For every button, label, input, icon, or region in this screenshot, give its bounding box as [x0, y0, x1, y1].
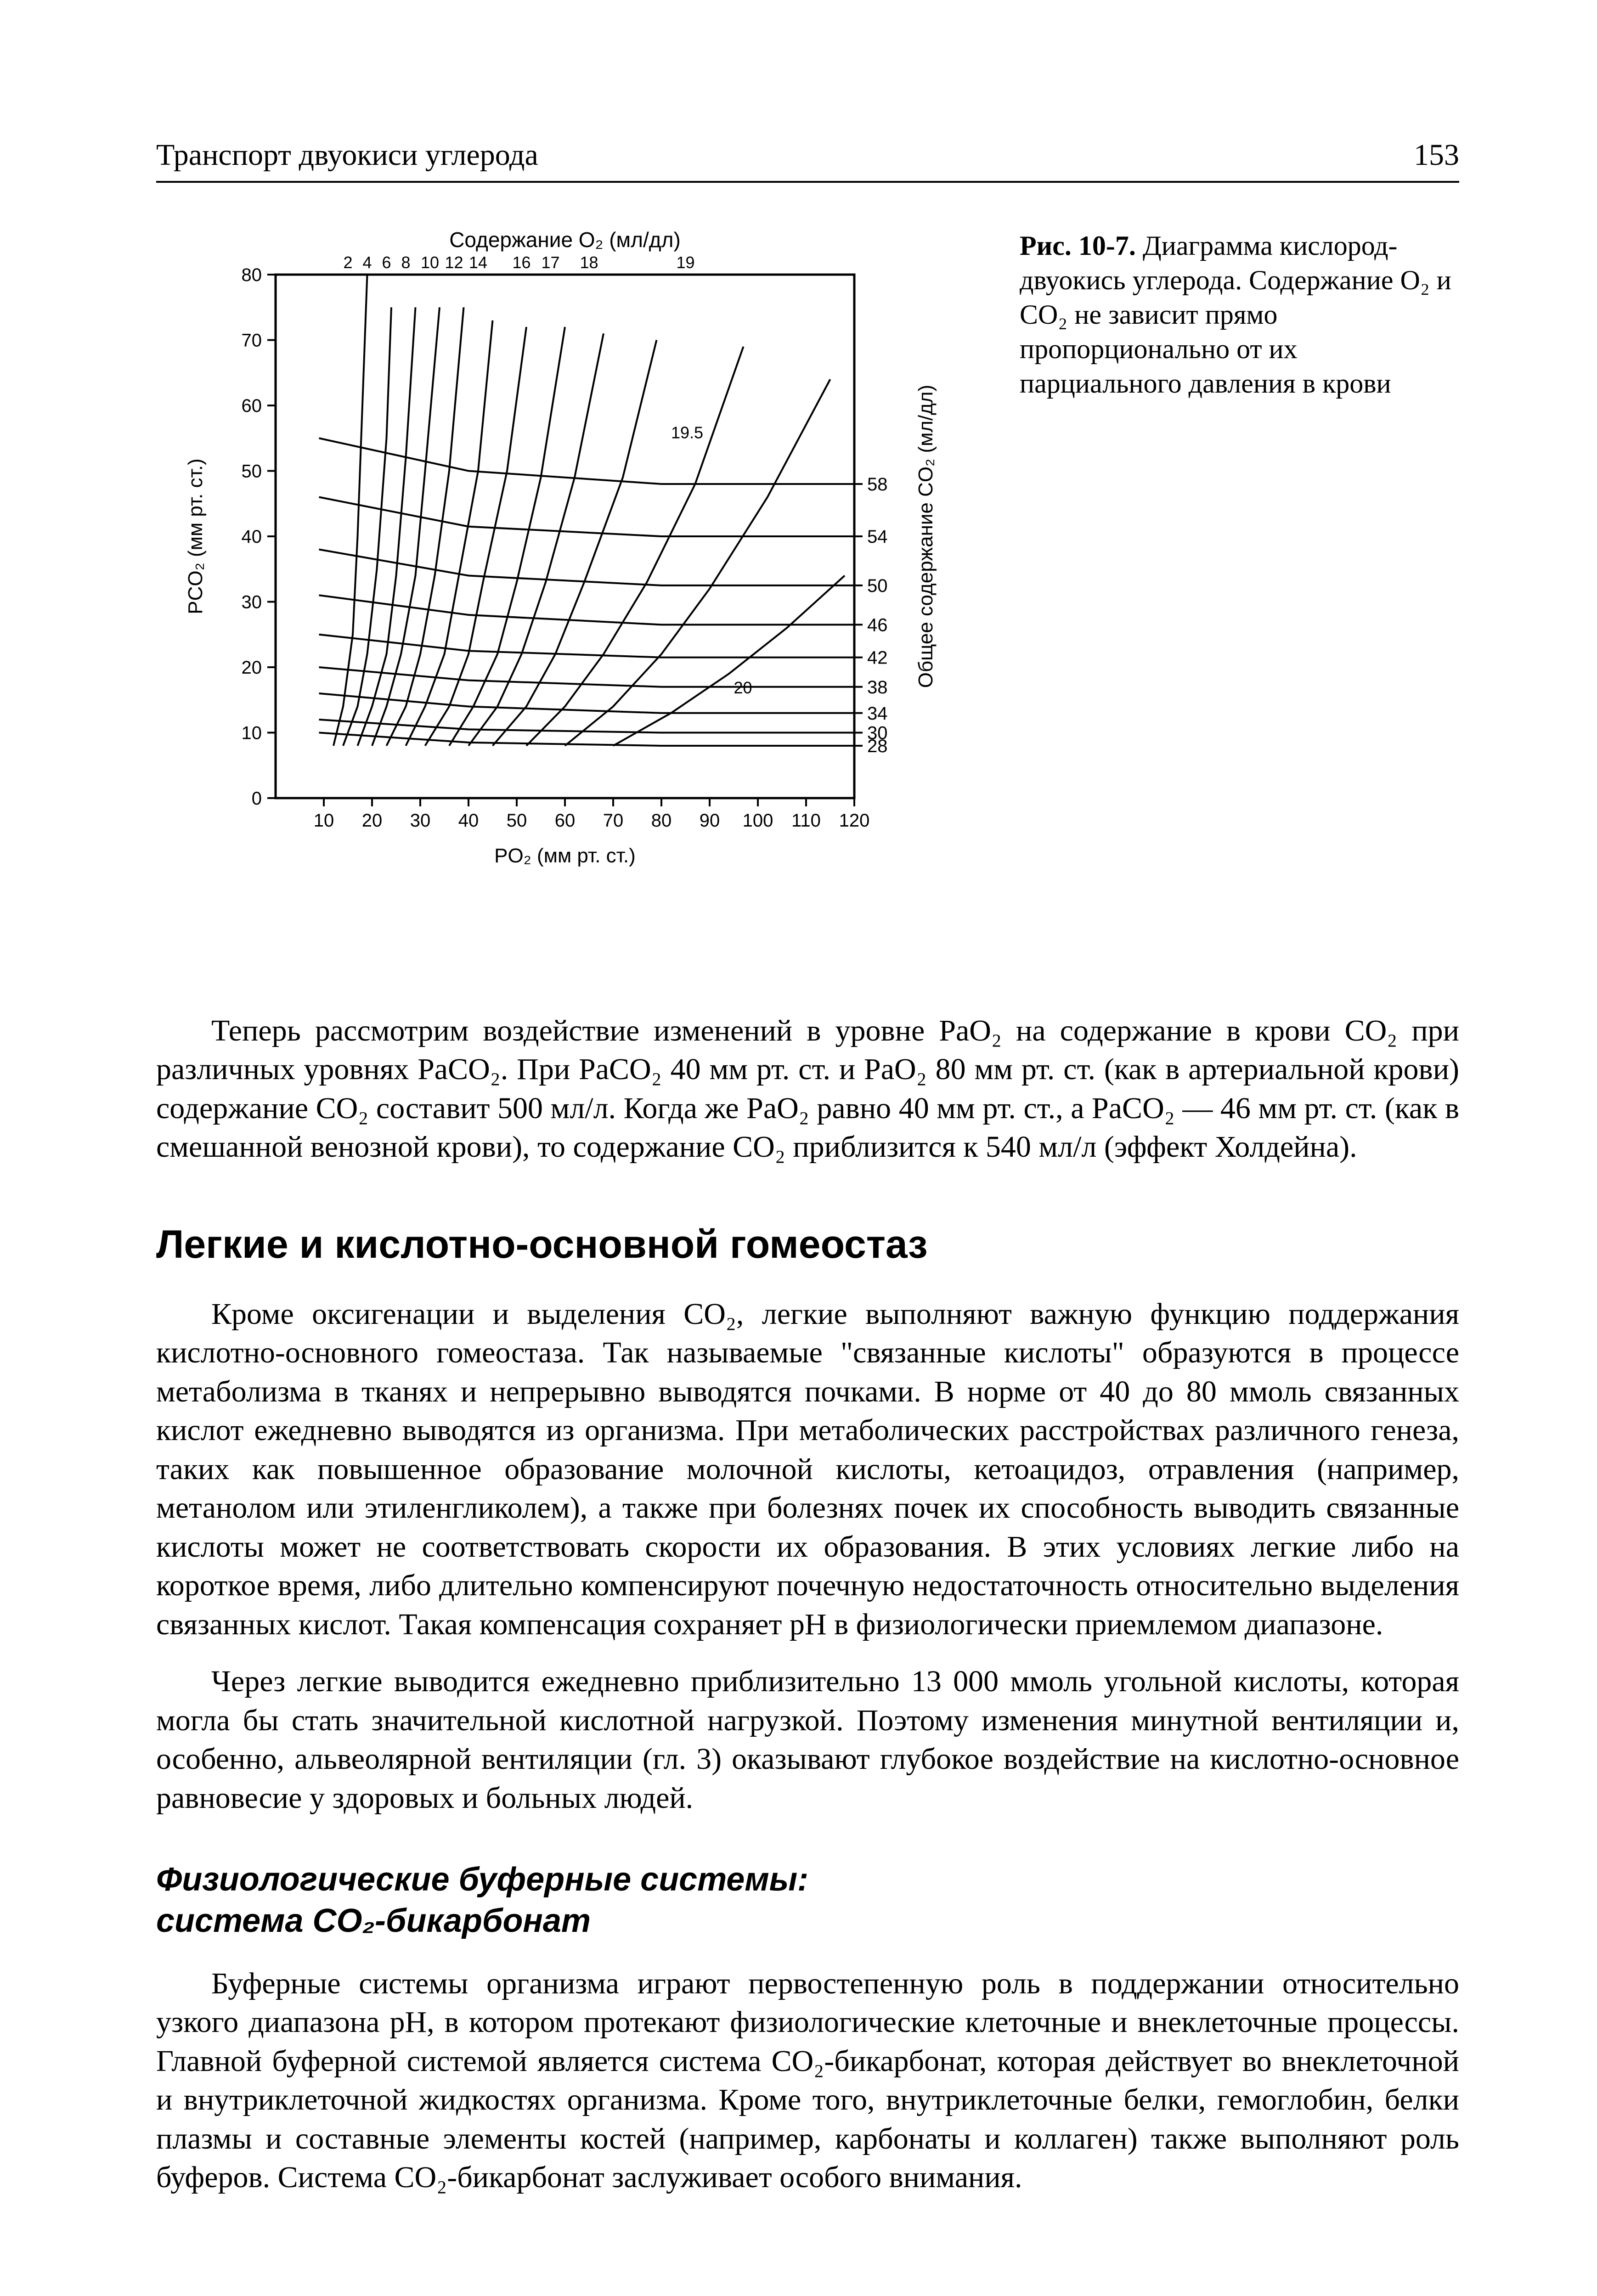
svg-text:PCO₂ (мм рт. ст.): PCO₂ (мм рт. ст.)	[184, 458, 207, 614]
svg-text:10: 10	[242, 723, 262, 743]
svg-text:50: 50	[242, 461, 262, 482]
figure-10-7: Содержание O₂ (мл/дл) 0 10 20 30 40 50 60 70 80 10…	[156, 219, 1459, 957]
svg-text:40: 40	[458, 810, 479, 831]
page-number: 153	[1414, 138, 1459, 173]
svg-text:19: 19	[676, 253, 694, 272]
header-left: Транспорт двуокиси углерода	[156, 138, 538, 173]
svg-text:PO₂ (мм рт. ст.): PO₂ (мм рт. ст.)	[494, 844, 636, 867]
svg-text:60: 60	[242, 396, 262, 416]
page: Транспорт двуокиси углерода 153 Содержан…	[0, 0, 1597, 2296]
paragraph-4: Буферные системы организма играют первос…	[156, 1964, 1459, 2197]
svg-text:0: 0	[252, 788, 262, 809]
svg-text:90: 90	[700, 810, 720, 831]
svg-text:100: 100	[743, 810, 773, 831]
svg-text:60: 60	[555, 810, 576, 831]
svg-text:14: 14	[469, 253, 487, 272]
svg-text:10: 10	[314, 810, 334, 831]
svg-text:18: 18	[580, 253, 598, 272]
svg-text:58: 58	[867, 474, 888, 495]
svg-text:16: 16	[512, 253, 530, 272]
svg-text:8: 8	[401, 253, 410, 272]
svg-text:42: 42	[867, 648, 888, 668]
section-heading: Легкие и кислотно-основной гомеостаз	[156, 1222, 1459, 1267]
svg-text:46: 46	[867, 615, 888, 635]
svg-text:20: 20	[734, 678, 752, 697]
svg-text:20: 20	[242, 658, 262, 678]
svg-text:34: 34	[867, 703, 888, 724]
figure-caption: Рис. 10-7. Диаграмма кислород-двуокись у…	[1020, 219, 1459, 957]
svg-text:30: 30	[410, 810, 431, 831]
svg-text:70: 70	[603, 810, 624, 831]
svg-text:38: 38	[867, 677, 888, 698]
svg-text:54: 54	[867, 527, 888, 547]
svg-text:12: 12	[445, 253, 463, 272]
svg-text:17: 17	[541, 253, 559, 272]
o2-co2-chart: Содержание O₂ (мл/дл) 0 10 20 30 40 50 60 70 80 10…	[156, 219, 992, 957]
svg-text:80: 80	[651, 810, 672, 831]
subsection-heading: Физиологические буферные системы:система…	[156, 1859, 1459, 1941]
paragraph-1: Теперь рассмотрим воздействие изменений …	[156, 1012, 1459, 1167]
svg-text:80: 80	[242, 265, 262, 285]
svg-text:50: 50	[507, 810, 527, 831]
running-header: Транспорт двуокиси углерода 153	[156, 138, 1459, 183]
paragraph-2: Кроме оксигенации и выделения CO₂, легки…	[156, 1295, 1459, 1644]
svg-text:40: 40	[242, 527, 262, 547]
svg-text:4: 4	[362, 253, 372, 272]
svg-text:30: 30	[867, 723, 888, 743]
body-text: Теперь рассмотрим воздействие изменений …	[156, 1012, 1459, 2197]
svg-text:20: 20	[362, 810, 383, 831]
svg-text:30: 30	[242, 592, 262, 613]
svg-text:Общее содержание CO₂ (мл/дл): Общее содержание CO₂ (мл/дл)	[914, 385, 937, 688]
svg-text:120: 120	[839, 810, 870, 831]
paragraph-3: Через легкие выводится ежедневно приблиз…	[156, 1662, 1459, 1818]
svg-text:2: 2	[343, 253, 352, 272]
svg-text:19.5: 19.5	[671, 423, 703, 442]
caption-label: Рис. 10-7.	[1020, 231, 1136, 261]
svg-text:Содержание O₂ (мл/дл): Содержание O₂ (мл/дл)	[449, 228, 681, 252]
svg-text:6: 6	[382, 253, 391, 272]
svg-text:50: 50	[867, 576, 888, 596]
svg-text:70: 70	[242, 331, 262, 351]
svg-text:110: 110	[791, 810, 821, 831]
svg-text:10: 10	[421, 253, 439, 272]
